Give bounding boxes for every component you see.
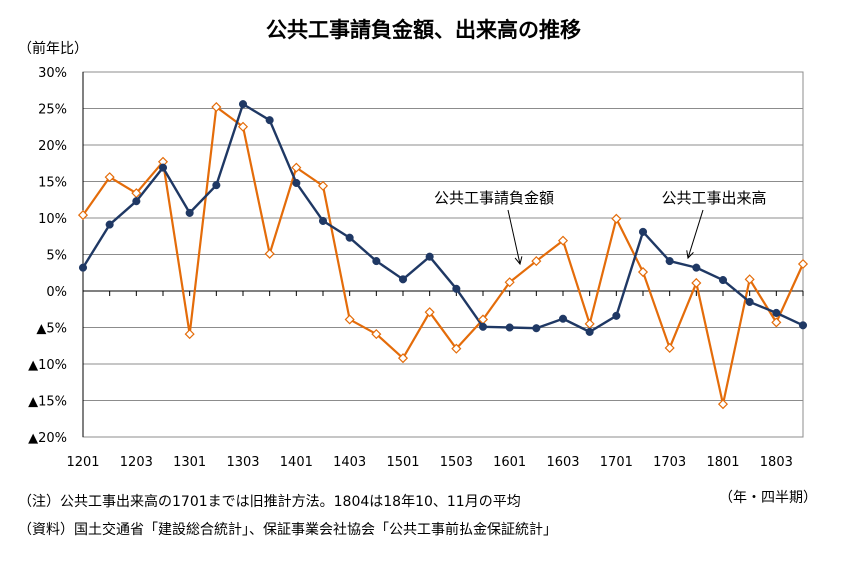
data-point-output (185, 208, 194, 217)
x-tick-label: 1501 (386, 455, 419, 470)
data-point-contract (184, 329, 195, 340)
data-point-output (772, 308, 781, 317)
x-tick-label: 1503 (440, 455, 473, 470)
series-line-output (81, 102, 804, 334)
x-tick-label: 1201 (66, 455, 99, 470)
data-point-contract (584, 318, 595, 329)
data-point-contract (104, 172, 115, 183)
data-point-output (478, 322, 488, 331)
data-point-output (292, 178, 301, 188)
annotation-leader-line (507, 209, 521, 265)
y-tick-label: 30% (38, 66, 67, 81)
data-point-contract (77, 210, 89, 221)
data-point-output (692, 263, 701, 272)
y-tick-label: ▲5% (36, 322, 67, 337)
x-tick-label: 1301 (173, 455, 206, 470)
data-point-contract (264, 248, 275, 259)
data-point-output (238, 100, 248, 109)
data-point-output (78, 263, 88, 272)
data-point-contract (371, 329, 382, 340)
y-tick-label: ▲20% (28, 431, 67, 446)
data-point-output (345, 233, 354, 242)
series-line-contract (82, 105, 805, 406)
y-tick-label: 10% (38, 212, 67, 227)
x-tick-label: 1401 (280, 455, 313, 470)
annotation-arrowhead (686, 250, 694, 260)
data-point-contract (211, 101, 222, 113)
data-point-output (105, 220, 114, 229)
data-point-contract (424, 307, 435, 318)
data-point-contract (744, 274, 755, 285)
x-tick-label: 1303 (226, 455, 259, 470)
data-point-output (372, 257, 381, 266)
data-point-output (558, 314, 568, 323)
data-point-output (158, 163, 168, 172)
data-point-output (532, 324, 541, 333)
y-tick-label: 20% (38, 139, 67, 154)
annotation-output-label: 公共工事出来高 (661, 189, 766, 207)
data-point-output (265, 116, 274, 125)
data-point-output (665, 257, 674, 266)
x-tick-label: 1601 (493, 455, 526, 470)
data-point-output (638, 227, 648, 236)
data-point-contract (317, 180, 329, 191)
data-point-output (505, 323, 514, 332)
x-tick-label: 1203 (120, 455, 153, 470)
x-tick-label: 1703 (653, 455, 686, 470)
x-tick-label: 1803 (760, 455, 793, 470)
data-point-output (398, 275, 408, 284)
data-point-output (132, 197, 141, 206)
data-point-contract (717, 399, 729, 410)
data-point-contract (637, 266, 649, 278)
data-point-contract (237, 121, 249, 132)
data-point-contract (664, 342, 675, 353)
y-tick-label: ▲10% (28, 358, 67, 373)
data-point-contract (611, 213, 622, 224)
y-tick-label: 5% (46, 249, 67, 264)
y-tick-label: 15% (38, 176, 67, 191)
footnote-source: （資料）国土交通省「建設総合統計」、保証事業会社協会「公共工事前払金保証統計」 (18, 522, 557, 538)
data-point-contract (504, 277, 515, 288)
annotation-leader-line (687, 209, 704, 259)
data-point-output (318, 216, 328, 225)
x-tick-label: 1603 (546, 455, 579, 470)
y-tick-label: ▲15% (28, 395, 67, 410)
data-point-output (425, 252, 434, 261)
data-point-output (798, 321, 808, 330)
data-point-contract (451, 343, 462, 354)
x-axis-label: （年・四半期） (719, 490, 817, 506)
x-tick-label: 1801 (706, 455, 739, 470)
data-point-output (452, 284, 461, 293)
data-point-contract (344, 314, 355, 325)
footnote-note: （注）公共工事出来高の1701までは旧推計方法。1804は18年10、11月の平… (18, 494, 521, 510)
x-tick-label: 1701 (600, 455, 633, 470)
data-point-contract (771, 317, 782, 328)
data-point-contract (797, 258, 809, 270)
x-tick-label: 1403 (333, 455, 366, 470)
data-point-output (612, 311, 621, 320)
y-axis-label: （前年比） (18, 41, 88, 57)
data-point-output (745, 297, 754, 307)
data-point-contract (397, 353, 409, 364)
data-point-contract (291, 162, 302, 173)
data-point-contract (531, 256, 542, 267)
y-tick-label: 25% (38, 103, 67, 118)
y-tick-label: 0% (46, 285, 67, 300)
data-point-output (718, 276, 728, 285)
chart-title: 公共工事請負金額、出来高の推移 (266, 18, 581, 42)
data-point-contract (557, 235, 569, 246)
annotation-contract-label: 公共工事請負金額 (434, 189, 554, 207)
data-point-output (212, 181, 221, 190)
annotation-arrowhead (514, 256, 523, 266)
data-point-output (585, 327, 594, 336)
data-point-contract (691, 277, 702, 289)
